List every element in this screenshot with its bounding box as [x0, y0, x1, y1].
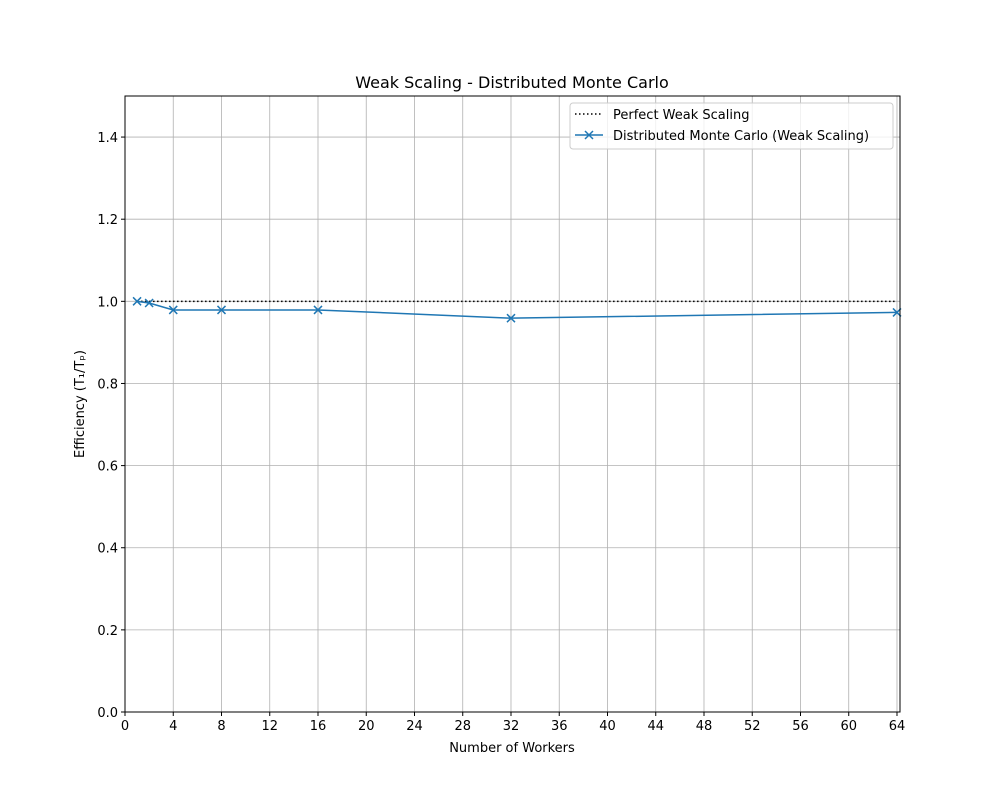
x-axis-label: Number of Workers [449, 741, 575, 756]
y-tick-label: 0.2 [97, 624, 118, 639]
y-tick-label: 1.0 [97, 295, 118, 310]
y-axis-label: Efficiency (T₁/Tₚ) [73, 350, 88, 458]
axis-ticks: 0 4 8 12 16 20 24 28 32 36 40 44 48 52 56 60 640.00.20.4… [97, 131, 905, 734]
x-tick-label: 64 [889, 719, 906, 734]
y-tick-label: 1.2 [97, 213, 118, 228]
plot-series [132, 296, 902, 323]
x-tick-label: 56 [792, 719, 809, 734]
x-tick-label: 60 [840, 719, 857, 734]
x-tick-label: 48 [696, 719, 713, 734]
x-tick-label: 12 [261, 719, 278, 734]
data-point-marker [506, 313, 516, 323]
legend-perfect-label: Perfect Weak Scaling [613, 108, 749, 123]
x-tick-label: 20 [358, 719, 375, 734]
data-point-marker [313, 305, 323, 315]
x-tick-label: 4 [169, 719, 177, 734]
x-tick-label: 16 [310, 719, 327, 734]
data-point-marker [216, 305, 227, 315]
legend-box [569, 102, 894, 150]
x-tick-label: 32 [503, 719, 520, 734]
x-tick-label: 28 [454, 719, 471, 734]
y-tick-label: 0.4 [97, 542, 118, 557]
x-tick-label: 52 [744, 719, 761, 734]
x-tick-label: 0 [121, 719, 129, 734]
x-tick-label: 44 [647, 719, 664, 734]
y-tick-label: 0.8 [97, 377, 118, 392]
chart-title: Weak Scaling - Distributed Monte Carlo [355, 73, 669, 92]
legend-distributed-label: Distributed Monte Carlo (Weak Scaling) [613, 129, 869, 144]
data-point-marker [144, 298, 154, 308]
data-point-marker [168, 305, 178, 315]
y-tick-label: 0.6 [97, 460, 118, 475]
x-tick-label: 24 [406, 719, 423, 734]
x-tick-label: 40 [599, 719, 616, 734]
legend: Perfect Weak Scaling Distributed Monte C… [569, 102, 894, 150]
y-tick-label: 0.0 [97, 706, 118, 721]
x-tick-label: 36 [551, 719, 568, 734]
y-tick-label: 1.4 [97, 131, 118, 146]
x-tick-label: 8 [217, 719, 225, 734]
data-point-marker [132, 296, 142, 306]
legend-distributed-marker [584, 130, 594, 140]
grid [124, 96, 900, 713]
plot-area-frame [124, 95, 901, 713]
